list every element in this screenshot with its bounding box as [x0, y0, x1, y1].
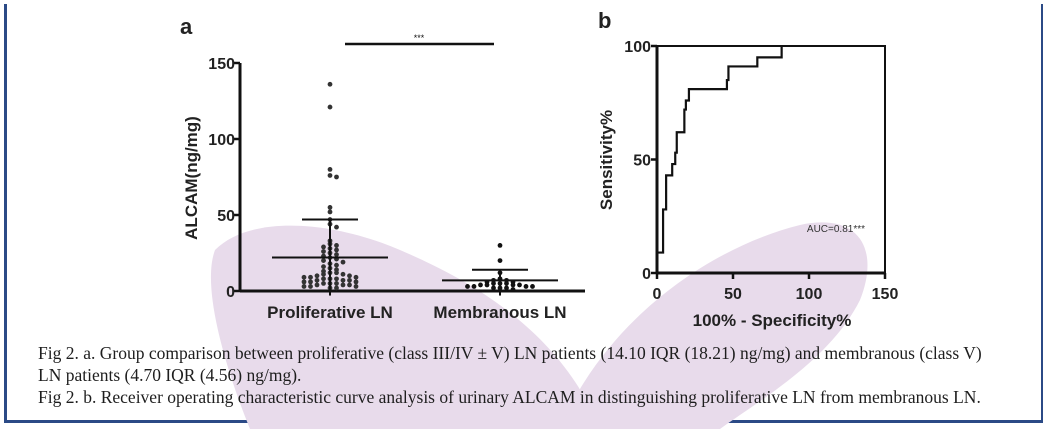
data-point-proliferative	[321, 264, 326, 270]
y-tick-label-b: 100	[624, 39, 651, 56]
data-point-proliferative	[334, 281, 339, 286]
chart-b: b Sensitivity% 100% - Specificity% AUC=0…	[597, 8, 898, 330]
significance-stars: ***	[414, 33, 425, 43]
data-point-proliferative	[321, 281, 326, 286]
data-point-proliferative	[347, 277, 352, 283]
y-tick-label-a: 150	[208, 56, 235, 73]
data-point-proliferative	[340, 271, 346, 277]
panel-label-b: b	[598, 8, 611, 33]
data-point-proliferative	[301, 274, 307, 280]
data-point-proliferative	[301, 279, 307, 285]
data-point-proliferative	[321, 249, 326, 254]
data-point-proliferative	[353, 284, 359, 289]
y-tick-label-a: 50	[217, 208, 235, 225]
data-point-proliferative	[334, 270, 339, 276]
data-point-membranous	[497, 258, 503, 263]
data-point-proliferative	[301, 284, 307, 289]
data-point-proliferative	[347, 273, 352, 279]
data-point-proliferative	[321, 258, 326, 263]
data-point-proliferative	[340, 282, 346, 288]
data-point-membranous	[510, 287, 516, 292]
x-tick-label-b: 150	[872, 286, 899, 303]
data-point-membranous	[491, 285, 496, 291]
caption-line-3: Fig 2. b. Receiver operating characteris…	[38, 387, 981, 407]
data-point-proliferative	[334, 224, 339, 230]
data-point-proliferative	[314, 277, 320, 283]
data-point-proliferative	[334, 276, 339, 282]
data-point-proliferative	[308, 284, 313, 289]
data-point-membranous	[471, 284, 477, 289]
data-point-membranous	[497, 243, 503, 248]
data-point-membranous	[504, 281, 509, 286]
data-point-proliferative	[327, 205, 333, 210]
data-point-membranous	[478, 282, 483, 288]
auc-annotation: AUC=0.81***	[807, 224, 865, 235]
data-point-proliferative	[308, 279, 313, 285]
category-label-membranous: Membranous LN	[433, 303, 566, 322]
data-point-proliferative	[321, 276, 326, 282]
data-point-proliferative	[327, 167, 333, 172]
y-tick-label-b: 50	[633, 153, 651, 170]
data-point-proliferative	[327, 81, 333, 87]
data-point-proliferative	[334, 174, 339, 180]
roc-curve	[655, 46, 783, 273]
caption-line-2: LN patients (4.70 IQR (4.56) ng/mg).	[38, 365, 302, 385]
panel-label-a: a	[180, 14, 193, 39]
data-point-proliferative	[327, 173, 333, 178]
data-point-proliferative	[340, 277, 346, 283]
data-point-membranous	[504, 285, 509, 291]
data-point-proliferative	[314, 273, 320, 279]
x-tick-label-b: 100	[796, 286, 823, 303]
data-point-membranous	[523, 284, 529, 289]
data-point-proliferative	[347, 282, 352, 288]
data-point-membranous	[491, 281, 496, 286]
data-point-proliferative	[334, 247, 339, 253]
data-point-membranous	[530, 284, 535, 289]
data-point-proliferative	[321, 244, 326, 250]
x-tick-label-b: 50	[724, 286, 742, 303]
data-point-membranous	[484, 282, 490, 288]
y-tick-label-a: 0	[226, 284, 235, 301]
data-point-membranous	[510, 282, 516, 288]
x-tick-label-b: 0	[653, 286, 662, 303]
data-point-membranous	[517, 282, 522, 288]
y-tick-label-a: 100	[208, 132, 235, 149]
data-point-proliferative	[334, 262, 339, 268]
data-point-membranous	[465, 284, 470, 289]
data-point-proliferative	[353, 274, 359, 280]
data-point-proliferative	[334, 285, 339, 291]
y-tick-label-b: 0	[642, 266, 651, 283]
y-axis-label-a: ALCAM(ng/mg)	[182, 116, 201, 240]
data-point-proliferative	[314, 282, 320, 288]
data-point-proliferative	[340, 259, 346, 265]
data-point-proliferative	[308, 274, 313, 280]
data-point-proliferative	[334, 252, 339, 257]
data-point-proliferative	[321, 271, 326, 277]
data-point-proliferative	[327, 104, 333, 110]
x-axis-label-b: 100% - Specificity%	[693, 311, 852, 330]
data-point-proliferative	[353, 279, 359, 285]
category-label-proliferative: Proliferative LN	[267, 303, 393, 322]
data-point-proliferative	[334, 243, 339, 248]
y-axis-label-b: Sensitivity%	[597, 110, 616, 210]
chart-a: a ALCAM(ng/mg) Proliferative LN Membrano…	[180, 14, 585, 322]
data-point-proliferative	[327, 209, 333, 215]
watermark-left-wing	[210, 225, 600, 429]
caption-line-1: Fig 2. a. Group comparison between proli…	[38, 343, 982, 363]
